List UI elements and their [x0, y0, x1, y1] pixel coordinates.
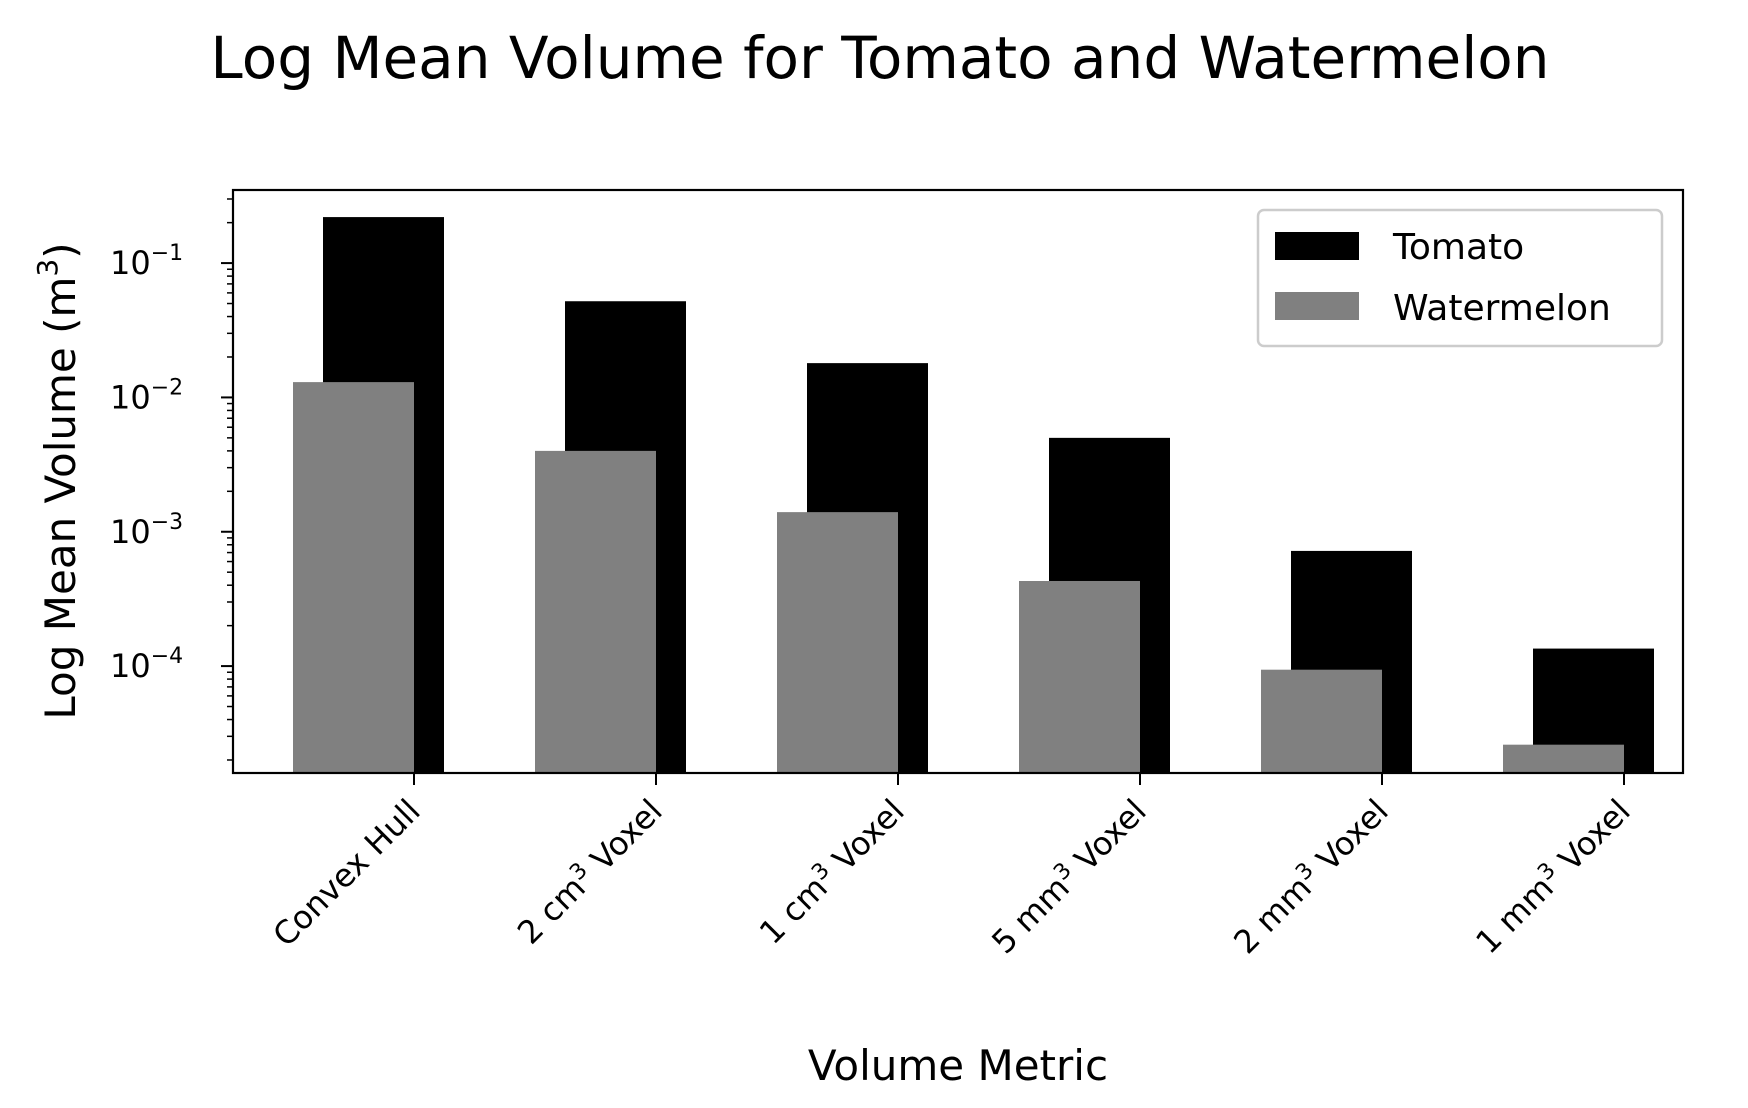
- y-axis-label-base: Log Mean Volume (m: [36, 277, 85, 720]
- x-tick-label: Convex Hull: [265, 792, 427, 954]
- y-axis-label-sup: 3: [31, 259, 64, 277]
- bar-watermelon: [777, 512, 898, 773]
- chart-title: Log Mean Volume for Tomato and Watermelo…: [210, 24, 1549, 92]
- y-tick-label: 10−1: [110, 241, 183, 282]
- x-tick-label: 1 cm3 Voxel: [751, 791, 912, 952]
- x-tick-label: 1 mm3 Voxel: [1468, 791, 1638, 961]
- legend: Tomato Watermelon: [1256, 208, 1664, 348]
- y-tick-label: 10−2: [110, 375, 183, 416]
- x-tick-label: 2 mm3 Voxel: [1226, 791, 1396, 961]
- bar-watermelon: [1503, 744, 1624, 773]
- legend-swatch-watermelon: [1275, 292, 1359, 320]
- legend-label-tomato: Tomato: [1392, 227, 1524, 268]
- bar-watermelon: [1261, 669, 1382, 773]
- x-tick-label: 2 cm3 Voxel: [509, 791, 670, 952]
- bar-watermelon: [1019, 580, 1140, 773]
- bars-layer: [293, 217, 1654, 773]
- bar-watermelon: [535, 450, 656, 773]
- x-axis-label: Volume Metric: [808, 1041, 1108, 1090]
- y-axis-label: Log Mean Volume (m3): [31, 242, 85, 719]
- x-tick-label: 5 mm3 Voxel: [984, 791, 1154, 961]
- y-tick-label: 10−3: [110, 510, 183, 551]
- y-tick-label: 10−4: [110, 644, 183, 685]
- bar-watermelon: [293, 382, 414, 773]
- y-axis-ticks: 10−1 10−2 10−3 10−4: [110, 198, 233, 761]
- legend-label-watermelon: Watermelon: [1393, 288, 1611, 329]
- plot-frame: [231, 188, 1685, 775]
- legend-swatch-tomato: [1275, 232, 1359, 260]
- y-axis-label-end: ): [36, 242, 85, 258]
- x-axis-ticks: Convex Hull 2 cm3 Voxel 1 cm3 Voxel 5 mm3 V…: [265, 773, 1638, 961]
